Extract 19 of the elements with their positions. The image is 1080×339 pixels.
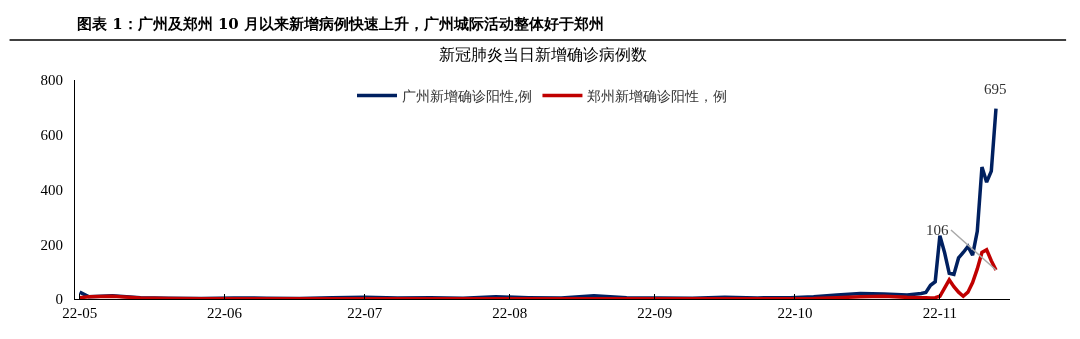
legend-label: 郑州新增确诊阳性，例 xyxy=(587,88,728,105)
x-tick-label: 22-09 xyxy=(637,305,673,321)
x-tick-label: 22-11 xyxy=(922,305,958,321)
x-tick-label: 22-06 xyxy=(207,305,243,321)
y-tick-label: 800 xyxy=(40,72,63,89)
x-tick-label: 22-05 xyxy=(62,305,98,321)
x-tick-label: 22-10 xyxy=(777,305,813,321)
legend-label: 广州新增确诊阳性,例 xyxy=(402,88,533,105)
x-tick-label: 22-08 xyxy=(492,305,528,321)
y-tick-label: 0 xyxy=(55,291,63,308)
y-tick-label: 400 xyxy=(40,181,63,198)
x-tick-label: 22-07 xyxy=(347,305,383,321)
chart-subtitle: 新冠肺炎当日新增确诊病例数 xyxy=(439,45,647,64)
annotation: 106 xyxy=(926,222,949,238)
chart-title: 图表 1：广州及郑州 10 月以来新增病例快速上升，广州城际活动整体好于郑州 xyxy=(77,15,604,33)
annotation: 695 xyxy=(984,81,1007,97)
y-tick-label: 600 xyxy=(40,127,63,143)
y-tick-label: 200 xyxy=(40,236,63,253)
line-series xyxy=(77,247,998,299)
